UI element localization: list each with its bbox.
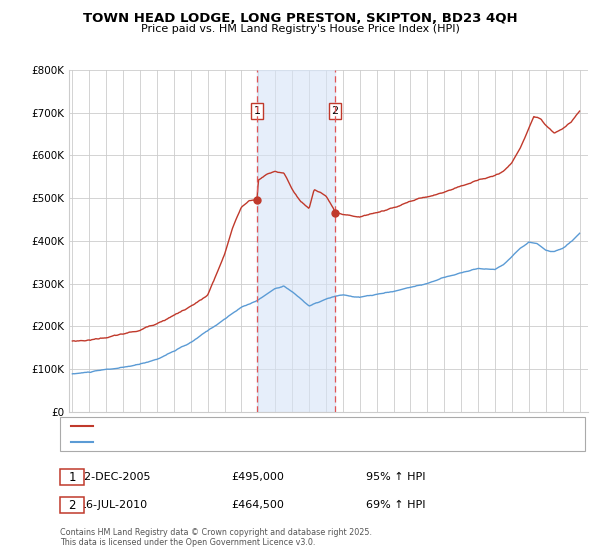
Bar	[257, 70, 335, 412]
Text: £464,500: £464,500	[232, 500, 284, 510]
Text: 16-JUL-2010: 16-JUL-2010	[80, 500, 148, 510]
Text: 1: 1	[68, 470, 76, 484]
Text: HPI: Average price, detached house, North Yorkshire: HPI: Average price, detached house, Nort…	[96, 437, 344, 446]
Text: £495,000: £495,000	[232, 472, 284, 482]
Text: 69% ↑ HPI: 69% ↑ HPI	[366, 500, 426, 510]
Text: 2: 2	[332, 106, 338, 116]
Text: 02-DEC-2005: 02-DEC-2005	[77, 472, 151, 482]
Text: Price paid vs. HM Land Registry's House Price Index (HPI): Price paid vs. HM Land Registry's House …	[140, 24, 460, 34]
Text: TOWN HEAD LODGE, LONG PRESTON, SKIPTON, BD23 4QH: TOWN HEAD LODGE, LONG PRESTON, SKIPTON, …	[83, 12, 517, 25]
Text: 95% ↑ HPI: 95% ↑ HPI	[366, 472, 426, 482]
Text: TOWN HEAD LODGE, LONG PRESTON, SKIPTON, BD23 4QH (detached house): TOWN HEAD LODGE, LONG PRESTON, SKIPTON, …	[96, 422, 459, 431]
Text: Contains HM Land Registry data © Crown copyright and database right 2025.
This d: Contains HM Land Registry data © Crown c…	[60, 528, 372, 547]
Text: 2: 2	[68, 498, 76, 512]
Text: 1: 1	[253, 106, 260, 116]
